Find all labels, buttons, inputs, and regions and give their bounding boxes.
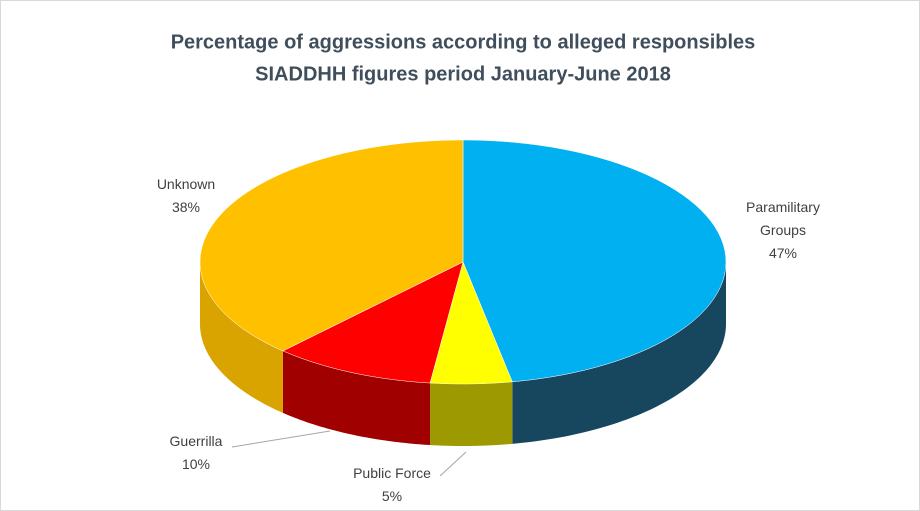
label-value: 5% <box>381 488 403 504</box>
slice <box>462 139 727 383</box>
label-value: 38% <box>171 199 201 215</box>
chart-title: Percentage of aggressions according to a… <box>171 31 756 53</box>
pie-tops <box>199 139 727 385</box>
slice-side <box>282 350 431 446</box>
chart-subtitle: SIADDHH figures period January-June 2018 <box>255 63 671 85</box>
label-name: Unknown <box>156 176 216 192</box>
data-label: Paramilitary Groups 47% <box>738 196 828 265</box>
slice <box>429 261 513 385</box>
data-label: Guerrilla 10% <box>151 430 241 476</box>
label-value: 47% <box>768 245 798 261</box>
slice-side <box>430 381 513 446</box>
data-label: Unknown 38% <box>141 173 231 219</box>
slice <box>282 261 464 384</box>
label-name: Guerrilla <box>169 433 223 449</box>
leader-line <box>439 451 467 477</box>
slice-side <box>200 262 283 413</box>
label-value: 10% <box>181 456 211 472</box>
label-name: Public Force <box>353 465 431 481</box>
data-label: Public Force 5% <box>332 462 452 508</box>
slice <box>199 139 464 352</box>
pie-sides <box>200 262 726 446</box>
slice-side <box>512 262 726 444</box>
label-name: Paramilitary Groups <box>746 199 820 238</box>
leader-line <box>231 430 331 448</box>
